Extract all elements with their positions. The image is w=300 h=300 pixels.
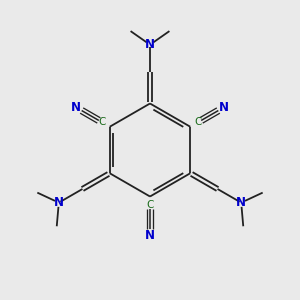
Text: C: C — [194, 117, 202, 127]
Text: N: N — [236, 196, 246, 209]
Text: N: N — [71, 101, 81, 114]
Text: N: N — [145, 229, 155, 242]
Text: N: N — [219, 101, 229, 114]
Text: N: N — [145, 38, 155, 51]
Text: N: N — [54, 196, 64, 209]
Text: C: C — [98, 117, 106, 127]
Text: C: C — [146, 200, 154, 211]
